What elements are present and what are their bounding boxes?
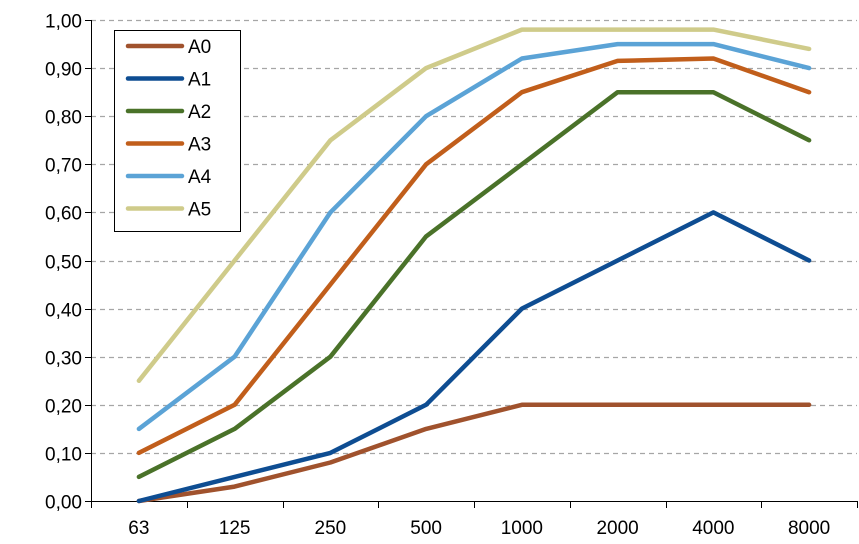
series-line-a2 bbox=[136, 89, 812, 480]
x-tick-label: 500 bbox=[410, 518, 442, 539]
y-tick-label: 0,00 bbox=[45, 493, 82, 514]
series-line-a0 bbox=[136, 402, 812, 504]
series-line-a4 bbox=[136, 41, 812, 432]
axes: 0,00 0,10 0,20 0,30 0,40 0,50 0,60 0,70 0,80 0,90… bbox=[45, 12, 858, 539]
x-tick-label: 63 bbox=[128, 518, 149, 539]
legend-box bbox=[114, 30, 241, 232]
legend-label-a3: A3 bbox=[188, 135, 211, 156]
y-tick-label: 0,90 bbox=[45, 60, 82, 81]
x-tick-label: 4000 bbox=[692, 518, 734, 539]
legend-label-a4: A4 bbox=[188, 167, 212, 188]
y-tick-label: 1,00 bbox=[45, 12, 82, 33]
x-tick-label: 125 bbox=[219, 518, 251, 539]
y-tick-label: 0,50 bbox=[45, 253, 82, 274]
legend-label-a5: A5 bbox=[188, 200, 211, 221]
legend-label-a0: A0 bbox=[188, 37, 211, 58]
y-tick-label: 0,40 bbox=[45, 301, 82, 322]
x-tick-label: 250 bbox=[315, 518, 347, 539]
series-line-a5 bbox=[136, 27, 812, 384]
x-tick-label: 8000 bbox=[788, 518, 830, 539]
y-tick-label: 0,70 bbox=[45, 156, 82, 177]
x-tick-label: 2000 bbox=[596, 518, 638, 539]
series-line-a1 bbox=[136, 210, 812, 504]
y-tick-label: 0,60 bbox=[45, 204, 82, 225]
y-tick-label: 0,10 bbox=[45, 445, 82, 466]
y-tick-label: 0,20 bbox=[45, 397, 82, 418]
series-line-a3 bbox=[136, 56, 812, 456]
x-tick-label: 1000 bbox=[501, 518, 543, 539]
y-tick-label: 0,30 bbox=[45, 349, 82, 370]
legend-label-a2: A2 bbox=[188, 102, 211, 123]
legend-label-a1: A1 bbox=[188, 70, 211, 91]
y-tick-label: 0,80 bbox=[45, 108, 82, 129]
legend: A0 A1 A2 A3 A4 A5 bbox=[114, 30, 241, 232]
series-lines bbox=[136, 27, 812, 504]
